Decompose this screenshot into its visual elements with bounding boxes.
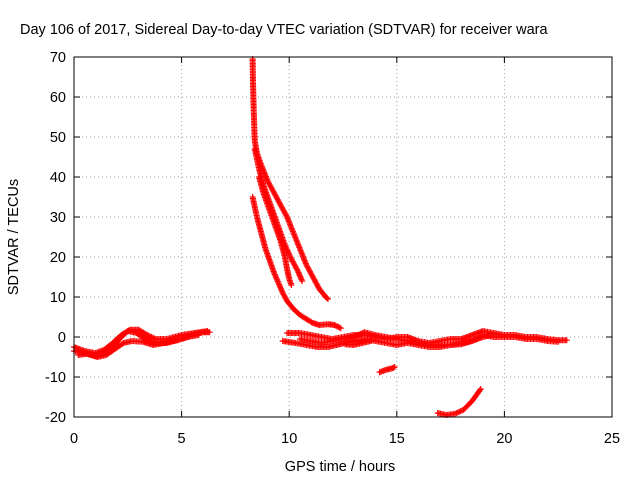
track-mid-4: [342, 338, 374, 348]
data-point: [336, 324, 343, 331]
y-tick-label: 30: [50, 210, 66, 226]
x-tick-label: 5: [178, 431, 186, 447]
data-points: [71, 56, 570, 418]
y-tick-label: 20: [50, 250, 66, 266]
y-tick-label: 50: [50, 130, 66, 146]
data-point: [294, 266, 301, 273]
x-tick-label: 25: [604, 431, 620, 447]
track-spike-3: [256, 174, 295, 288]
track-spike-4: [249, 194, 344, 332]
data-point: [476, 387, 483, 394]
data-point: [391, 364, 398, 370]
data-point: [195, 332, 202, 338]
x-tick-label: 10: [281, 431, 297, 447]
track-early-3: [75, 332, 202, 360]
track-late-1: [434, 386, 484, 418]
plot-frame: [73, 56, 613, 418]
data-point: [323, 295, 330, 301]
x-tick-label: 0: [70, 431, 78, 447]
data-point: [563, 337, 570, 344]
data-point: [324, 296, 331, 302]
x-tick-labels: 0 5 10 15 20 25: [70, 431, 620, 447]
y-tick-label: -20: [45, 410, 66, 426]
track-short-1: [376, 364, 398, 376]
data-point: [283, 212, 290, 219]
data-point: [555, 338, 562, 345]
data-point: [477, 386, 484, 392]
data-point: [204, 328, 211, 334]
y-axis-label: SDTVAR / TECUs: [6, 179, 22, 295]
y-tick-labels: -20 -10 0 10 20 30 40 50 60 70: [45, 50, 66, 426]
track-mid-3: [296, 329, 562, 348]
x-axis-label: GPS time / hours: [285, 459, 395, 475]
data-point: [288, 282, 295, 288]
track-early-2: [71, 326, 211, 356]
y-tick-label: 10: [50, 290, 66, 306]
y-tick-label: 40: [50, 170, 66, 186]
data-point: [119, 340, 126, 347]
y-tick-label: -10: [45, 370, 66, 386]
x-tick-label: 20: [496, 431, 512, 447]
data-point: [125, 327, 132, 334]
grid-lines: [74, 57, 612, 417]
chart-title: Day 106 of 2017, Sidereal Day-to-day VTE…: [20, 22, 549, 38]
y-tick-label: 0: [58, 330, 66, 346]
data-point: [299, 278, 306, 284]
y-tick-label: 60: [50, 90, 66, 106]
x-tick-label: 15: [389, 431, 405, 447]
y-tick-label: 70: [50, 50, 66, 66]
data-point: [367, 338, 374, 344]
data-point: [337, 325, 344, 332]
axis-ticks: [73, 56, 613, 418]
